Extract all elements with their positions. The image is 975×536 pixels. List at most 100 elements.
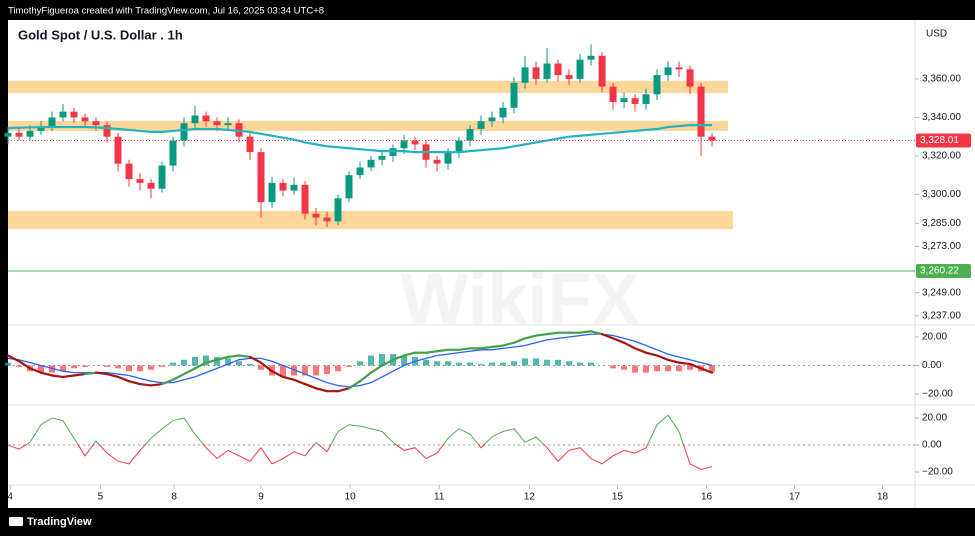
histogram-bar: [533, 358, 540, 366]
x-tick-label: 10: [345, 492, 357, 503]
level-label-box: [916, 264, 971, 279]
candle-body: [609, 86, 617, 103]
candle-body: [37, 127, 45, 131]
histogram-bar: [544, 359, 551, 366]
macd-line-segment: [171, 372, 186, 381]
histogram-bar: [137, 365, 144, 372]
macd-line-segment: [193, 361, 208, 370]
histogram-bar: [676, 365, 683, 372]
candle-body: [576, 59, 584, 79]
candle-body: [532, 67, 540, 79]
histogram-bar: [346, 365, 353, 367]
macd-line-segment: [512, 337, 527, 344]
candle-body: [202, 115, 210, 122]
y-tick-label: 3,249.00: [922, 287, 961, 298]
candle-body: [334, 198, 342, 222]
watermark: WikiFX: [400, 260, 639, 340]
histogram-bar: [60, 365, 67, 372]
macd-line-segment: [281, 375, 296, 381]
macd-line-segment: [457, 347, 472, 351]
moving-average: [7, 124, 713, 154]
macd-line-segment: [391, 354, 406, 361]
macd-line-segment: [127, 380, 142, 386]
x-tick-label: 11: [434, 492, 445, 503]
macd-line-segment: [248, 355, 263, 364]
candle-body: [598, 55, 606, 87]
histogram-bar: [577, 362, 584, 366]
histogram-bar: [291, 365, 298, 376]
histogram-bar: [621, 365, 628, 370]
y-tick-label: 20.00: [922, 413, 947, 424]
histogram-bar: [709, 365, 716, 373]
histogram-bar: [192, 356, 199, 366]
footer-logo: [9, 517, 23, 526]
candle-body: [466, 128, 474, 141]
histogram-bar: [236, 361, 243, 366]
macd-line-segment: [50, 374, 65, 379]
candle-body: [565, 75, 573, 79]
macd-line-segment: [424, 350, 439, 354]
candle-body: [620, 98, 628, 103]
y-tick-label: −20.00: [922, 467, 953, 478]
candle-body: [367, 159, 375, 168]
candle-body: [26, 130, 34, 137]
y-tick-label: 3,237.00: [922, 310, 961, 321]
macd-line-segment: [479, 345, 494, 350]
histogram-bar: [555, 359, 562, 366]
macd-line-segment: [160, 378, 175, 386]
candle-body: [675, 67, 683, 70]
candle-body: [510, 82, 518, 108]
candle-body: [499, 107, 507, 118]
histogram-bar: [247, 364, 254, 366]
candle-body: [48, 117, 56, 128]
zone: [8, 120, 728, 131]
y-tick-label: 3,320.00: [922, 151, 961, 162]
candle-body: [411, 140, 419, 145]
macd-line-segment: [6, 354, 21, 363]
histogram-bar: [489, 362, 496, 366]
histogram-bar: [610, 365, 617, 369]
y-tick-label: 3,300.00: [922, 189, 961, 200]
histogram-bar: [643, 365, 650, 373]
top-bar: [0, 0, 975, 20]
histogram-bar: [456, 362, 463, 366]
macd-line-segment: [523, 334, 538, 340]
histogram-bar: [104, 365, 111, 367]
candle-body: [191, 115, 199, 124]
x-tick-label: 17: [789, 492, 801, 503]
x-tick-label: 16: [701, 492, 713, 503]
macd-line-segment: [138, 382, 153, 387]
macd-line-segment: [237, 354, 252, 359]
y-tick-label: −20.00: [922, 389, 953, 400]
x-tick-label: 12: [524, 492, 536, 503]
candle-body: [653, 75, 661, 95]
macd-line-segment: [292, 378, 307, 386]
oscillator-line-up: [26, 414, 684, 444]
candle-body: [290, 184, 298, 191]
histogram-bar: [159, 365, 166, 367]
x-tick-label: 15: [612, 492, 624, 503]
candle-body: [114, 136, 122, 164]
macd-line-segment: [688, 362, 703, 370]
histogram-bar: [126, 365, 133, 372]
macd-line-segment: [149, 382, 164, 387]
candle-body: [92, 121, 100, 126]
zone: [8, 211, 733, 230]
y-tick-label: 0.00: [922, 360, 942, 371]
histogram-bar: [522, 358, 529, 366]
candle-body: [477, 121, 485, 129]
macd-line-segment: [61, 374, 76, 379]
macd-line-segment: [270, 370, 285, 379]
header-text: TimothyFigueroa created with TradingView…: [8, 6, 324, 17]
plot-background: [8, 20, 975, 508]
histogram-bar: [632, 365, 639, 373]
histogram-bar: [49, 365, 56, 373]
macd-line-segment: [633, 347, 648, 354]
x-tick-label: 5: [98, 492, 104, 503]
histogram-bar: [445, 361, 452, 366]
candle-body: [433, 159, 441, 164]
candle-body: [15, 132, 23, 137]
candle-body: [301, 184, 309, 214]
macd-line-segment: [677, 361, 692, 366]
